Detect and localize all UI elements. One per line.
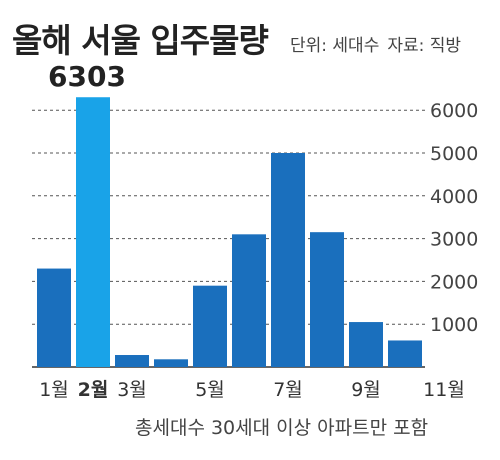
bar	[76, 97, 110, 367]
bar	[193, 285, 227, 367]
x-tick-label: 3월	[117, 379, 147, 401]
y-tick-label: 4000	[430, 186, 478, 208]
x-tick-label: 9월	[351, 379, 381, 401]
bar	[37, 268, 71, 367]
bar	[388, 340, 422, 367]
bar	[271, 153, 305, 367]
bar-chart: 1000 2000 3000 4000 5000 6000 1월 2월 3월 5월 7월 9월 11월 6…	[32, 60, 478, 401]
y-tick-label: 1000	[430, 314, 478, 336]
chart-title: 올해 서울 입주물량	[12, 21, 269, 60]
y-tick-label: 3000	[430, 229, 478, 251]
y-tick-label: 6000	[430, 100, 478, 122]
x-tick-label: 2월	[78, 379, 109, 401]
highlight-value-label: 6303	[48, 60, 126, 93]
chart-footnote: 총세대수 30세대 이상 아파트만 포함	[135, 417, 429, 439]
bar	[349, 322, 383, 367]
unit-text: 단위: 세대수	[290, 36, 380, 56]
bar	[115, 355, 149, 367]
source-text: 자료: 직방	[387, 36, 462, 56]
bar	[232, 234, 266, 367]
x-tick-label: 7월	[273, 379, 303, 401]
x-tick-label: 5월	[195, 379, 225, 401]
y-tick-label: 5000	[430, 143, 478, 165]
x-tick-label: 11월	[423, 379, 465, 401]
chart-meta: 단위: 세대수 자료: 직방	[290, 31, 461, 56]
y-tick-label: 2000	[430, 271, 478, 293]
bar	[310, 232, 344, 367]
x-tick-label: 1월	[39, 379, 69, 401]
bar	[154, 359, 188, 367]
